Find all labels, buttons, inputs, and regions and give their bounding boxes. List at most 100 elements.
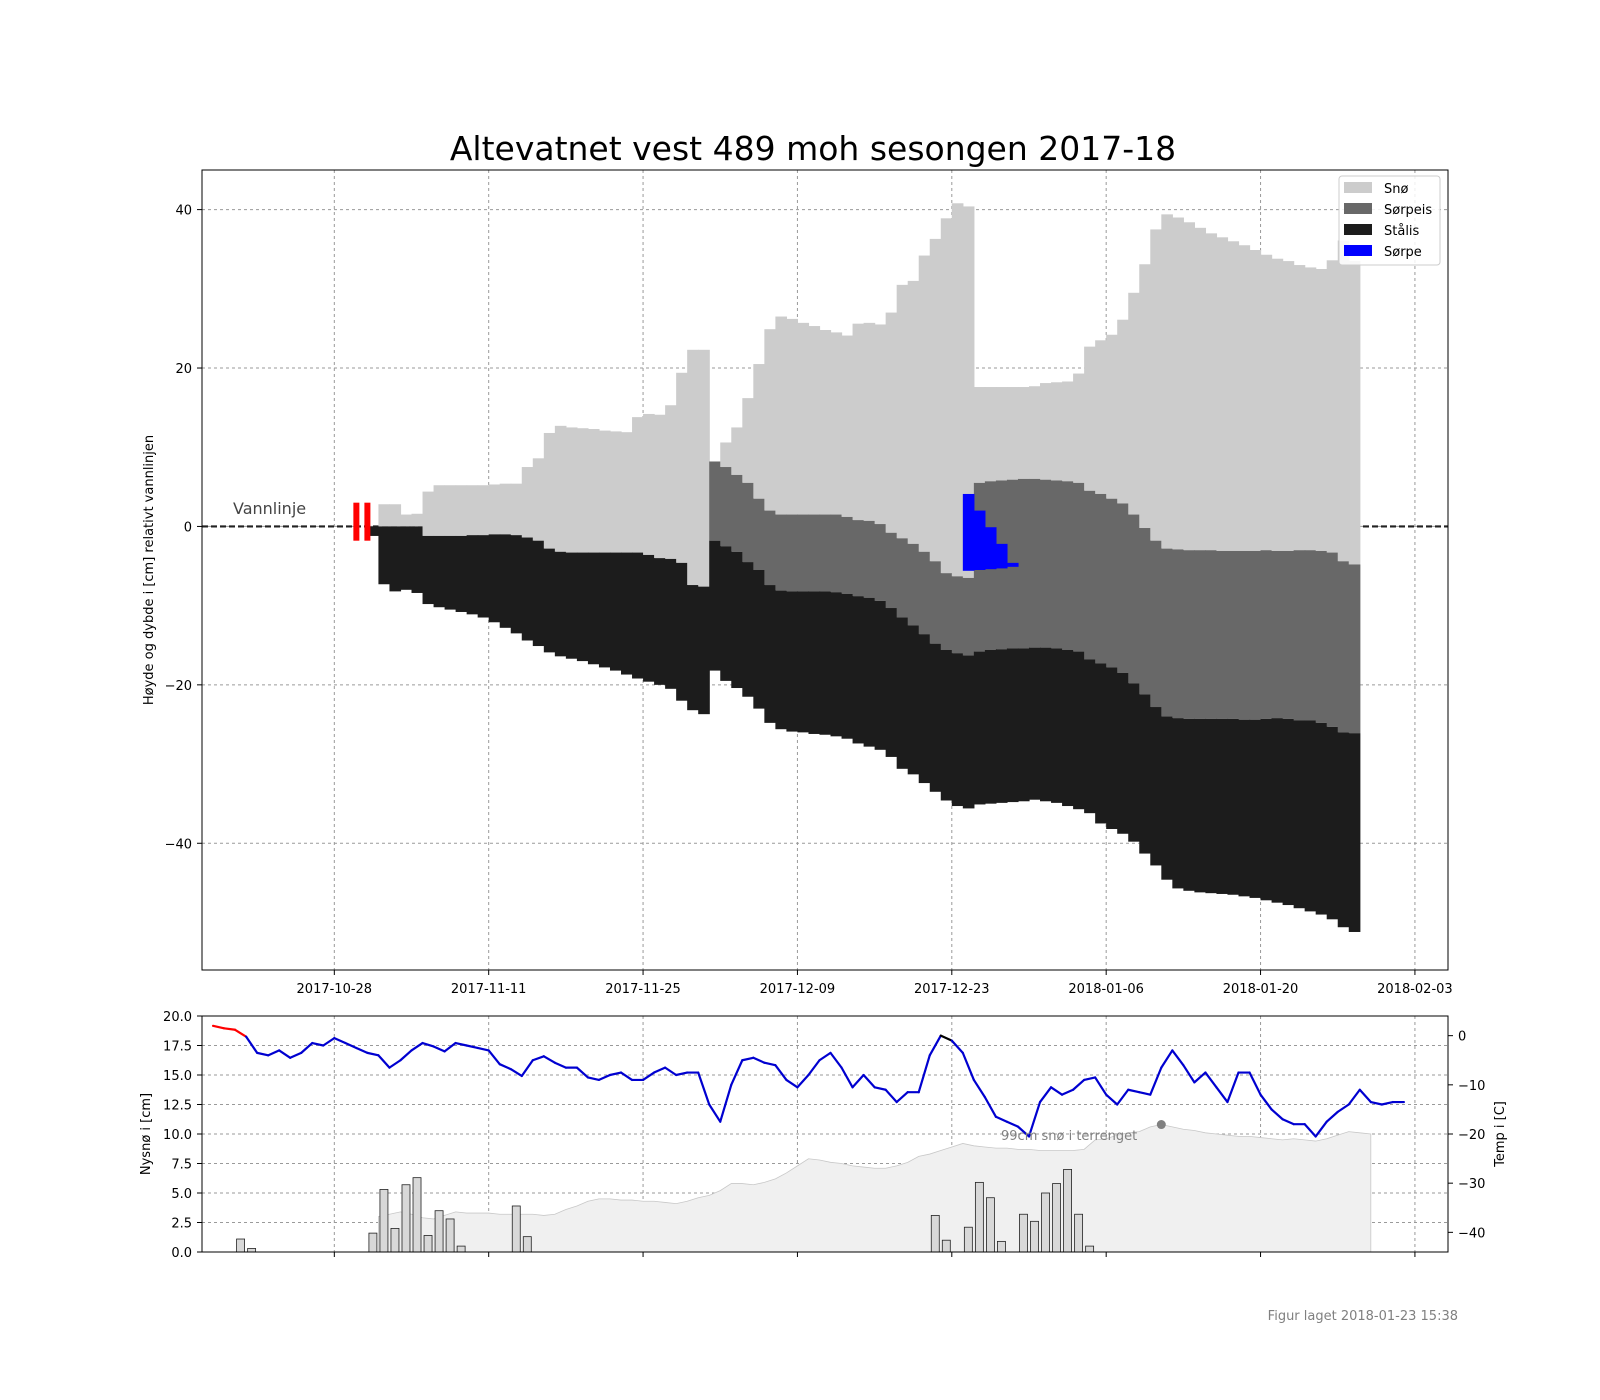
temperature-line-segment xyxy=(741,1056,755,1062)
temperature-line-segment xyxy=(1160,1049,1174,1069)
snow-column xyxy=(643,413,655,555)
snow-column xyxy=(907,280,920,544)
black-ice-column xyxy=(995,649,1008,803)
temperature-line-segment xyxy=(233,1028,248,1038)
black-ice-column xyxy=(863,597,876,747)
temp-tick-label-0: 0 xyxy=(1458,1030,1466,1045)
temperature-line-segment xyxy=(1127,1088,1141,1094)
black-ice-column xyxy=(1216,718,1229,894)
temperature-line-segment xyxy=(752,1056,766,1064)
snow-column xyxy=(1183,222,1195,551)
temperature-line-segment xyxy=(355,1046,369,1054)
ice-profile-ylabel: Høyde og dybde i [cm] relativt vannlinje… xyxy=(142,435,157,705)
slush-ice-column xyxy=(1183,550,1195,719)
black-ice-column xyxy=(1183,718,1195,891)
temperature-line-segment xyxy=(763,1061,777,1067)
slush-ice-column xyxy=(1073,482,1085,652)
slush-ice-column xyxy=(1260,550,1273,719)
snow-column xyxy=(676,372,688,563)
ice-profile-ticks: 2017-10-28 2017-11-11 2017-11-25 2017-12-09… xyxy=(165,204,1453,997)
black-ice-column xyxy=(830,592,843,737)
temperature-line-segment xyxy=(454,1041,468,1047)
new-snow-ylabel: Nysnø i [cm] xyxy=(139,1093,154,1175)
snow-column xyxy=(984,387,997,482)
temperature-line-segment xyxy=(928,1034,942,1057)
black-ice-column xyxy=(477,535,490,618)
slush-ice-column xyxy=(1150,540,1162,708)
new-snow-bar xyxy=(1041,1192,1050,1253)
snow-column xyxy=(455,485,468,536)
black-ice-column xyxy=(984,650,997,804)
red-marker-1 xyxy=(364,502,371,541)
slush-ice-column xyxy=(775,514,788,591)
temperature-line-segment xyxy=(421,1041,435,1048)
slush-ice-column xyxy=(830,514,843,593)
temperature-line-segment xyxy=(553,1061,567,1069)
snow-column xyxy=(621,432,633,553)
temperature-line-segment xyxy=(575,1066,590,1079)
temperature-line-segment xyxy=(245,1035,259,1054)
snow-column xyxy=(1128,292,1140,515)
xtick-label-0: 2017-10-28 xyxy=(297,982,373,997)
snow-column xyxy=(422,491,435,536)
temperature-line-segment xyxy=(917,1054,931,1094)
snow-column xyxy=(499,483,512,535)
black-ice-column xyxy=(654,558,666,685)
ice-profile-frame xyxy=(201,169,1449,971)
black-ice-column xyxy=(499,534,512,628)
temp-tick-label-3: −30 xyxy=(1458,1177,1485,1192)
black-ice-column xyxy=(488,534,501,623)
temperature-line-segment xyxy=(851,1073,865,1089)
temperature-line-segment xyxy=(1380,1100,1394,1106)
bottom-ytick-label-6: 15.0 xyxy=(163,1069,192,1084)
black-ice-column xyxy=(764,585,776,723)
black-ice-column xyxy=(841,593,854,739)
temp-tick-label-2: −20 xyxy=(1458,1128,1485,1143)
black-ice-column xyxy=(1128,683,1140,842)
slush-ice-column xyxy=(1304,550,1317,721)
snow-column xyxy=(973,387,986,483)
new-snow-bar xyxy=(963,1226,973,1253)
black-ice-column xyxy=(907,625,920,775)
snow-column xyxy=(1117,319,1129,504)
snow-column xyxy=(1150,229,1162,541)
xtick-label-4: 2017-12-23 xyxy=(914,982,990,997)
snow-column xyxy=(1216,237,1229,551)
snow-column xyxy=(1006,387,1019,480)
temperature-line-segment xyxy=(344,1041,358,1050)
xtick-label-1: 2017-11-11 xyxy=(451,982,527,997)
slush-ice-column xyxy=(1337,561,1350,733)
snow-column xyxy=(1326,260,1339,553)
slush-ice-column xyxy=(841,516,854,594)
bottom-ytick-label-3: 7.5 xyxy=(171,1158,192,1173)
black-ice-column xyxy=(940,650,953,801)
black-ice-column xyxy=(687,585,699,711)
black-ice-column xyxy=(1249,719,1262,898)
black-ice-column xyxy=(852,596,865,744)
slush-ice-column xyxy=(852,520,865,597)
legend-box xyxy=(1338,175,1441,266)
temperature-line-segment xyxy=(796,1073,810,1089)
terrain-snow-marker xyxy=(1156,1120,1166,1130)
snow-column xyxy=(841,335,854,517)
temperature-line-segment xyxy=(708,1103,722,1123)
temperature-line-segment xyxy=(1193,1071,1207,1084)
black-ice-column xyxy=(466,535,479,615)
temperature-line-segment xyxy=(1005,1120,1020,1128)
snow-column xyxy=(698,349,710,587)
snow-column xyxy=(1271,258,1284,551)
temperature-line-segment xyxy=(476,1046,490,1052)
snow-column xyxy=(742,398,754,483)
black-ice-column xyxy=(742,562,754,697)
snow-column xyxy=(576,428,589,553)
temperature-line-segment xyxy=(1248,1071,1262,1096)
temperature-line-segment xyxy=(972,1078,986,1099)
xtick-label-5: 2018-01-06 xyxy=(1068,982,1144,997)
temp-tick-label-1: −10 xyxy=(1458,1079,1485,1094)
snow-column xyxy=(687,349,699,586)
snow-column xyxy=(940,218,953,574)
temperature-line-segment xyxy=(1049,1086,1064,1096)
new-snow-bar xyxy=(1052,1183,1061,1253)
snow-column xyxy=(565,427,578,553)
